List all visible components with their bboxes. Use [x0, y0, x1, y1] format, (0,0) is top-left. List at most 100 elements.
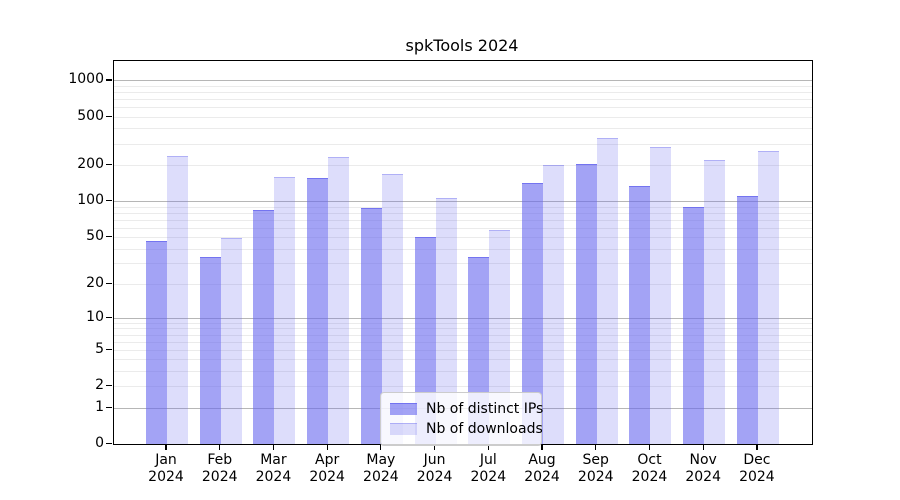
bar-downloads-apr	[328, 157, 350, 444]
y-tick-mark	[106, 163, 112, 166]
bar-downloads-jan	[167, 156, 188, 444]
legend: Nb of distinct IPs Nb of downloads	[380, 392, 543, 446]
plot-area: Nb of distinct IPs Nb of downloads	[113, 60, 813, 446]
bar-downloads-sep	[596, 137, 618, 444]
bar-downloads-nov	[704, 160, 726, 444]
y-tick-label: 1000	[68, 71, 104, 88]
gridline-minor	[114, 328, 812, 330]
x-tick-label-sep: Sep 2024	[577, 452, 614, 485]
y-tick-mark	[106, 79, 112, 81]
x-tick-label-jul: Jul 2024	[470, 452, 507, 485]
gridline-minor	[114, 334, 812, 336]
y-tick-label: 5	[95, 340, 104, 357]
bar-downloads-aug	[543, 165, 565, 444]
y-tick-label: 1	[95, 398, 104, 415]
x-tick-label-apr: Apr 2024	[309, 452, 345, 485]
y-tick-mark	[106, 348, 112, 350]
gridline-minor	[114, 219, 812, 221]
gridline-minor	[114, 107, 812, 109]
gridline-major	[114, 80, 812, 82]
legend-item-downloads: Nb of downloads	[390, 419, 543, 439]
x-tick-label-may: May 2024	[363, 452, 399, 485]
x-tick-mark	[272, 444, 275, 450]
x-tick-mark	[434, 444, 436, 450]
x-tick-mark	[756, 444, 758, 450]
x-tick-label-dec: Dec 2024	[739, 452, 775, 485]
gridline-minor	[114, 116, 812, 118]
y-tick-mark	[106, 115, 112, 117]
bar-ips-jan	[146, 241, 167, 444]
bar-downloads-feb	[220, 238, 242, 444]
y-tick-label: 100	[77, 192, 104, 209]
gridline-minor	[114, 237, 812, 239]
gridline-minor	[114, 386, 812, 388]
legend-label-distinct-ips: Nb of distinct IPs	[426, 401, 544, 417]
bar-downloads-dec	[757, 151, 779, 444]
legend-label-downloads: Nb of downloads	[426, 421, 543, 437]
x-tick-mark	[648, 444, 651, 450]
x-tick-label-jun: Jun 2024	[416, 452, 453, 485]
bar-downloads-mar	[274, 176, 296, 444]
bar-ips-sep	[575, 164, 597, 444]
gridline-minor	[114, 92, 812, 94]
x-tick-mark	[219, 444, 221, 450]
y-tick-label: 200	[77, 155, 104, 172]
x-tick-label-feb: Feb 2024	[201, 452, 238, 485]
x-tick-mark	[326, 444, 328, 450]
gridline-minor	[114, 128, 812, 130]
bar-downloads-jun	[435, 198, 457, 444]
y-tick-mark	[106, 385, 112, 387]
bar-ips-may	[360, 207, 382, 444]
legend-swatch-distinct-ips	[390, 403, 417, 415]
x-tick-label-aug: Aug 2024	[524, 452, 560, 485]
y-tick-mark	[106, 316, 112, 318]
chart-title: spkTools 2024	[405, 36, 519, 55]
x-tick-mark	[165, 444, 167, 450]
gridline-minor	[114, 371, 812, 373]
y-tick-mark	[106, 443, 112, 445]
bar-ips-aug	[522, 183, 544, 444]
legend-swatch-downloads	[390, 423, 417, 435]
x-tick-label-oct: Oct 2024	[631, 452, 668, 485]
gridline-minor	[114, 263, 812, 265]
y-tick-label: 50	[86, 228, 104, 245]
gridline-major	[114, 201, 812, 203]
bar-downloads-may	[381, 173, 403, 444]
gridline-minor	[114, 206, 812, 208]
gridline-minor	[114, 212, 812, 214]
gridline-minor	[114, 349, 812, 351]
x-tick-mark	[380, 444, 382, 450]
x-tick-mark	[595, 444, 597, 450]
gridline-minor	[114, 227, 812, 229]
bar-ips-oct	[629, 185, 651, 444]
y-tick-label: 20	[86, 274, 104, 291]
gridline-minor	[114, 359, 812, 361]
x-tick-label-jan: Jan 2024	[148, 452, 184, 485]
gridline-minor	[114, 143, 812, 145]
gridline-minor	[114, 322, 812, 324]
gridline-minor	[114, 85, 812, 87]
x-tick-label-nov: Nov 2024	[685, 452, 721, 485]
gridline-minor	[114, 341, 812, 343]
gridline-major	[114, 317, 812, 319]
y-tick-label: 500	[77, 107, 104, 124]
y-tick-mark	[106, 200, 112, 202]
gridline-minor	[114, 99, 812, 101]
gridline-minor	[114, 283, 812, 285]
x-tick-mark	[487, 444, 489, 450]
bar-ips-dec	[736, 196, 758, 444]
bar-ips-nov	[683, 207, 705, 444]
x-tick-mark	[702, 444, 704, 450]
gridline-minor	[114, 164, 812, 166]
legend-item-distinct-ips: Nb of distinct IPs	[390, 399, 543, 419]
y-tick-mark	[106, 406, 112, 408]
bar-ips-feb	[199, 256, 221, 444]
bar-ips-apr	[307, 177, 329, 444]
y-tick-label: 2	[95, 377, 104, 394]
y-tick-label: 10	[86, 308, 104, 325]
bar-downloads-oct	[650, 147, 672, 444]
y-tick-label: 0	[95, 435, 104, 451]
y-tick-mark	[106, 236, 112, 238]
x-tick-label-mar: Mar 2024	[255, 452, 292, 485]
